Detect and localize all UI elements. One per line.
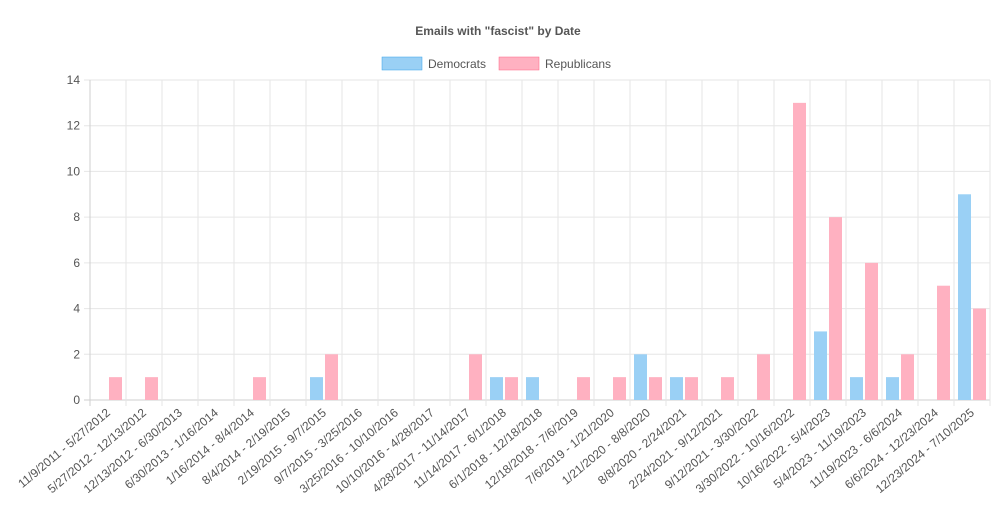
bar-republicans[interactable] bbox=[253, 377, 266, 400]
y-tick-label: 12 bbox=[67, 119, 81, 133]
bar-republicans[interactable] bbox=[505, 377, 518, 400]
bar-republicans[interactable] bbox=[613, 377, 626, 400]
legend-swatch-democrats[interactable] bbox=[381, 56, 423, 71]
bar-republicans[interactable] bbox=[469, 354, 482, 400]
bar-republicans[interactable] bbox=[325, 354, 338, 400]
bar-republicans[interactable] bbox=[109, 377, 122, 400]
bar-republicans[interactable] bbox=[901, 354, 914, 400]
legend-swatch-republicans[interactable] bbox=[498, 56, 540, 71]
gridlines bbox=[84, 79, 991, 406]
bar-republicans[interactable] bbox=[145, 377, 158, 400]
y-tick-label: 10 bbox=[67, 164, 81, 178]
bar-republicans[interactable] bbox=[721, 377, 734, 400]
y-tick-label: 6 bbox=[73, 256, 80, 270]
bar-democrats[interactable] bbox=[490, 377, 503, 400]
bar-democrats[interactable] bbox=[526, 377, 539, 400]
bar-republicans[interactable] bbox=[865, 262, 878, 400]
bar-republicans[interactable] bbox=[577, 377, 590, 400]
legend-label-democrats[interactable]: Democrats bbox=[428, 57, 486, 71]
bars bbox=[109, 102, 986, 400]
bar-democrats[interactable] bbox=[886, 377, 899, 400]
legend-label-republicans[interactable]: Republicans bbox=[545, 57, 611, 71]
bar-democrats[interactable] bbox=[670, 377, 683, 400]
bar-republicans[interactable] bbox=[937, 285, 950, 400]
bar-republicans[interactable] bbox=[793, 102, 806, 400]
bar-democrats[interactable] bbox=[634, 354, 647, 400]
y-tick-label: 8 bbox=[73, 210, 80, 224]
bar-democrats[interactable] bbox=[850, 377, 863, 400]
y-tick-label: 0 bbox=[73, 393, 80, 407]
bar-democrats[interactable] bbox=[958, 194, 971, 400]
bar-republicans[interactable] bbox=[649, 377, 662, 400]
bar-republicans[interactable] bbox=[757, 354, 770, 400]
chart-title: Emails with "fascist" by Date bbox=[415, 24, 581, 38]
bar-democrats[interactable] bbox=[310, 377, 323, 400]
legend: Democrats Republicans bbox=[381, 56, 611, 71]
y-tick-label: 4 bbox=[73, 302, 80, 316]
y-tick-label: 14 bbox=[67, 73, 81, 87]
bar-republicans[interactable] bbox=[973, 308, 986, 400]
y-axis-ticks: 0 2 4 6 8 10 12 14 bbox=[67, 73, 81, 407]
bar-republicans[interactable] bbox=[685, 377, 698, 400]
bar-republicans[interactable] bbox=[829, 217, 842, 400]
y-tick-label: 2 bbox=[73, 347, 80, 361]
bar-democrats[interactable] bbox=[814, 331, 827, 400]
